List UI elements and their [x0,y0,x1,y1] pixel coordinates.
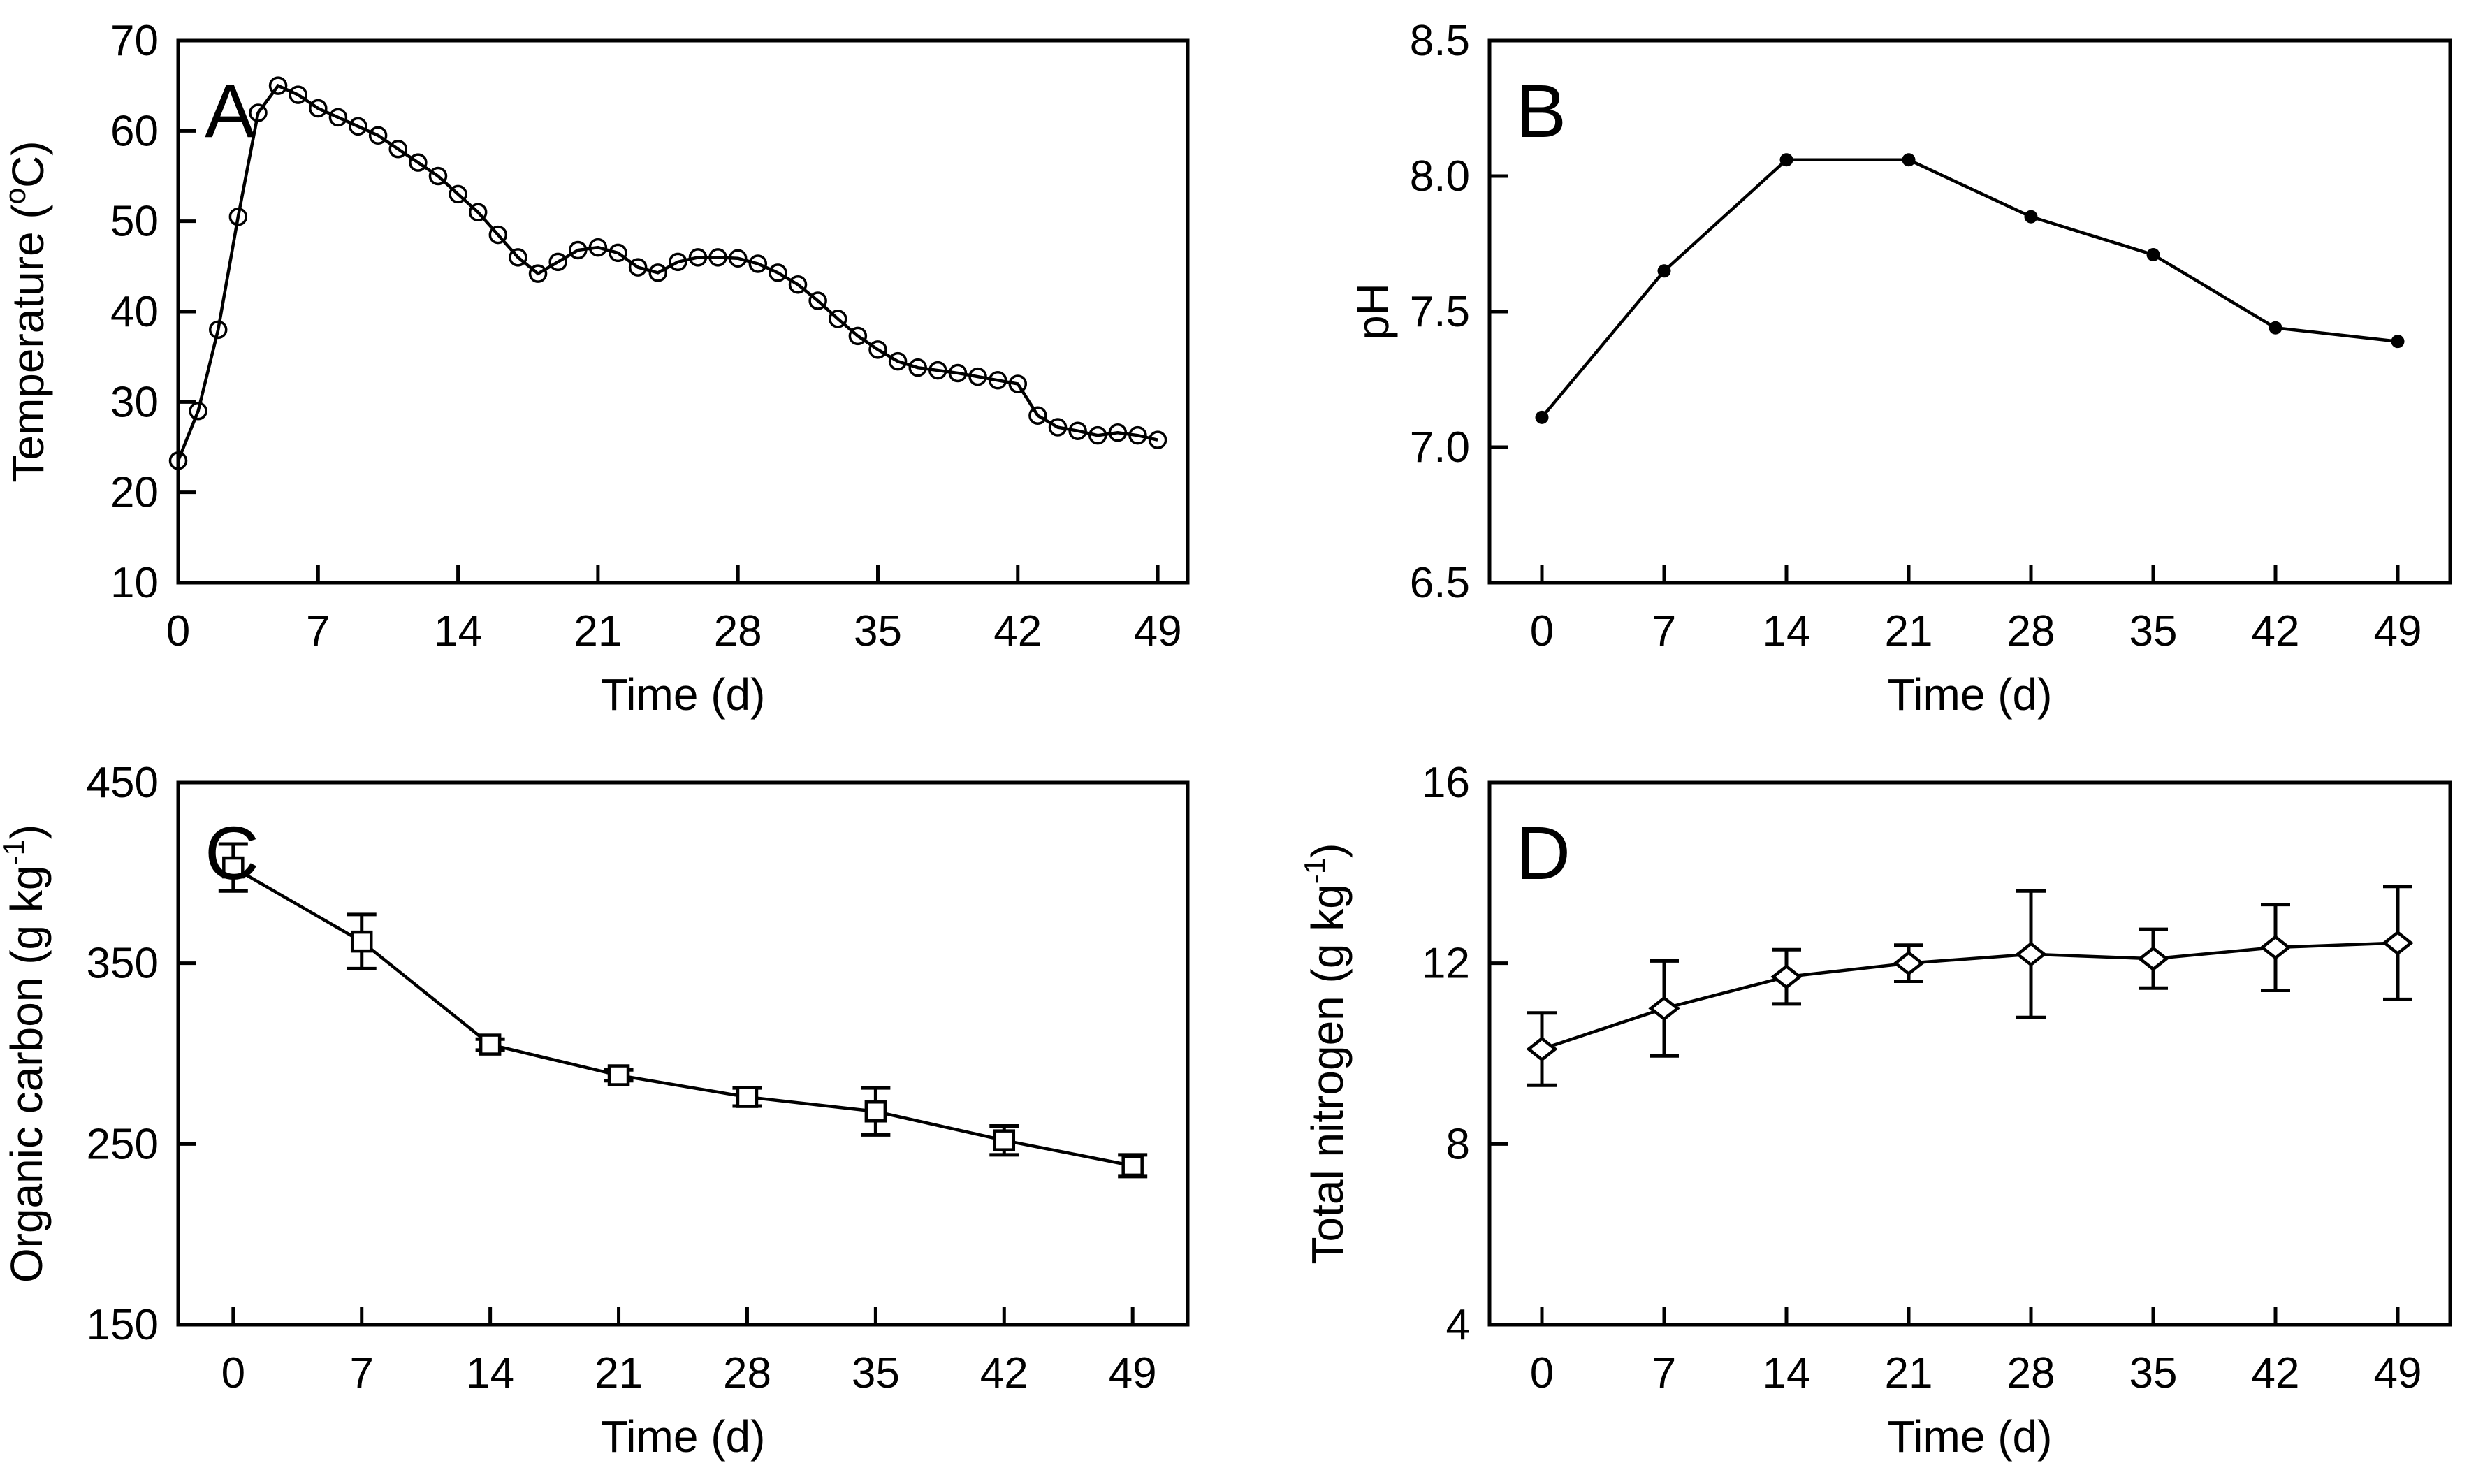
svg-text:60: 60 [110,107,159,155]
data-line-a [176,83,1158,462]
x-axis-title-d: Time (d) [1888,1411,2053,1462]
svg-text:35: 35 [852,1349,900,1397]
panel-letter-b: B [1516,68,1566,153]
svg-text:250: 250 [87,1120,159,1168]
plot-frame-a [176,38,1190,585]
svg-text:8.0: 8.0 [1410,152,1470,201]
svg-text:49: 49 [2374,607,2422,655]
svg-text:21: 21 [574,607,622,655]
svg-text:14: 14 [434,607,482,655]
svg-text:8.5: 8.5 [1410,17,1470,65]
svg-text:350: 350 [87,940,159,988]
panel-d: 0 7 14 21 28 35 42 49 4 8 12 16 D Time (d) Total nitro… [1238,742,2476,1484]
svg-text:7: 7 [306,607,330,655]
svg-text:50: 50 [110,198,159,246]
svg-text:0: 0 [1530,607,1554,655]
svg-text:10: 10 [110,559,159,607]
panel-a: 0 7 14 21 28 35 42 49 10 20 30 40 50 60 70 A Time (d) Tem… [0,0,1238,742]
svg-text:8: 8 [1446,1120,1470,1168]
svg-text:7: 7 [349,1349,373,1397]
svg-text:35: 35 [2129,607,2178,655]
x-axis-title-a: Time (d) [601,669,766,720]
x-axis-title-b: Time (d) [1888,669,2053,720]
panel-letter-d: D [1516,810,1571,895]
data-line-d [1541,941,2398,1051]
y-axis-title-a: Temperature (oC) [0,140,53,482]
data-line-b [1541,158,2398,419]
svg-text:21: 21 [595,1349,643,1397]
plot-frame-b [1487,38,2452,585]
svg-text:14: 14 [1763,1349,1811,1397]
svg-text:28: 28 [714,607,762,655]
svg-text:12: 12 [1422,940,1470,988]
chart-panel-d: 0 7 14 21 28 35 42 49 4 8 12 16 D Time (d) Total nitro… [1298,759,2452,1462]
svg-text:14: 14 [1763,607,1811,655]
svg-text:42: 42 [993,607,1042,655]
svg-text:30: 30 [110,378,159,426]
svg-text:7: 7 [1652,1349,1676,1397]
svg-text:150: 150 [87,1301,159,1349]
y-axis-title-c: Organic carbon (g kg-1) [0,824,52,1283]
svg-text:28: 28 [2007,607,2055,655]
chart-panel-b: 0 7 14 21 28 35 42 49 6.5 7.0 7.5 8.0 8.5 B Time (d) pH [1348,17,2452,720]
svg-text:0: 0 [221,1349,245,1397]
svg-text:7: 7 [1652,607,1676,655]
data-line-c [232,866,1133,1167]
panel-letter-a: A [205,68,255,153]
svg-text:7.0: 7.0 [1410,423,1470,472]
svg-text:6.5: 6.5 [1410,559,1470,607]
svg-text:21: 21 [1885,607,1933,655]
svg-text:0: 0 [166,607,190,655]
svg-text:21: 21 [1885,1349,1933,1397]
plot-frame-c [176,780,1190,1327]
svg-text:28: 28 [723,1349,771,1397]
svg-text:0: 0 [1530,1349,1554,1397]
svg-text:49: 49 [1134,607,1182,655]
panel-c: 0 7 14 21 28 35 42 49 150 250 350 450 C Time (d) Organ… [0,742,1238,1484]
svg-text:4: 4 [1446,1301,1470,1349]
svg-text:42: 42 [2252,1349,2300,1397]
svg-text:28: 28 [2007,1349,2055,1397]
x-axis-title-c: Time (d) [601,1411,766,1462]
svg-text:450: 450 [87,759,159,807]
svg-text:35: 35 [854,607,902,655]
svg-text:7.5: 7.5 [1410,288,1470,336]
svg-text:14: 14 [466,1349,514,1397]
plot-frame-d [1487,780,2452,1327]
svg-text:70: 70 [110,17,159,65]
svg-text:42: 42 [980,1349,1028,1397]
panel-b: 0 7 14 21 28 35 42 49 6.5 7.0 7.5 8.0 8.5 B Time (d) pH [1238,0,2476,742]
svg-text:16: 16 [1422,759,1470,807]
chart-panel-c: 0 7 14 21 28 35 42 49 150 250 350 450 C Time (d) Organ… [0,759,1190,1462]
svg-text:40: 40 [110,288,159,336]
svg-text:20: 20 [110,469,159,517]
panel-letter-c: C [205,810,259,895]
svg-text:49: 49 [1109,1349,1157,1397]
svg-text:49: 49 [2374,1349,2422,1397]
svg-text:42: 42 [2252,607,2300,655]
y-axis-title-b: pH [1348,283,1398,340]
chart-panel-a: 0 7 14 21 28 35 42 49 10 20 30 40 50 60 70 A Time (d) Tem… [0,17,1190,720]
y-axis-title-d: Total nitrogen (g kg-1) [1298,843,1353,1265]
svg-text:35: 35 [2129,1349,2178,1397]
